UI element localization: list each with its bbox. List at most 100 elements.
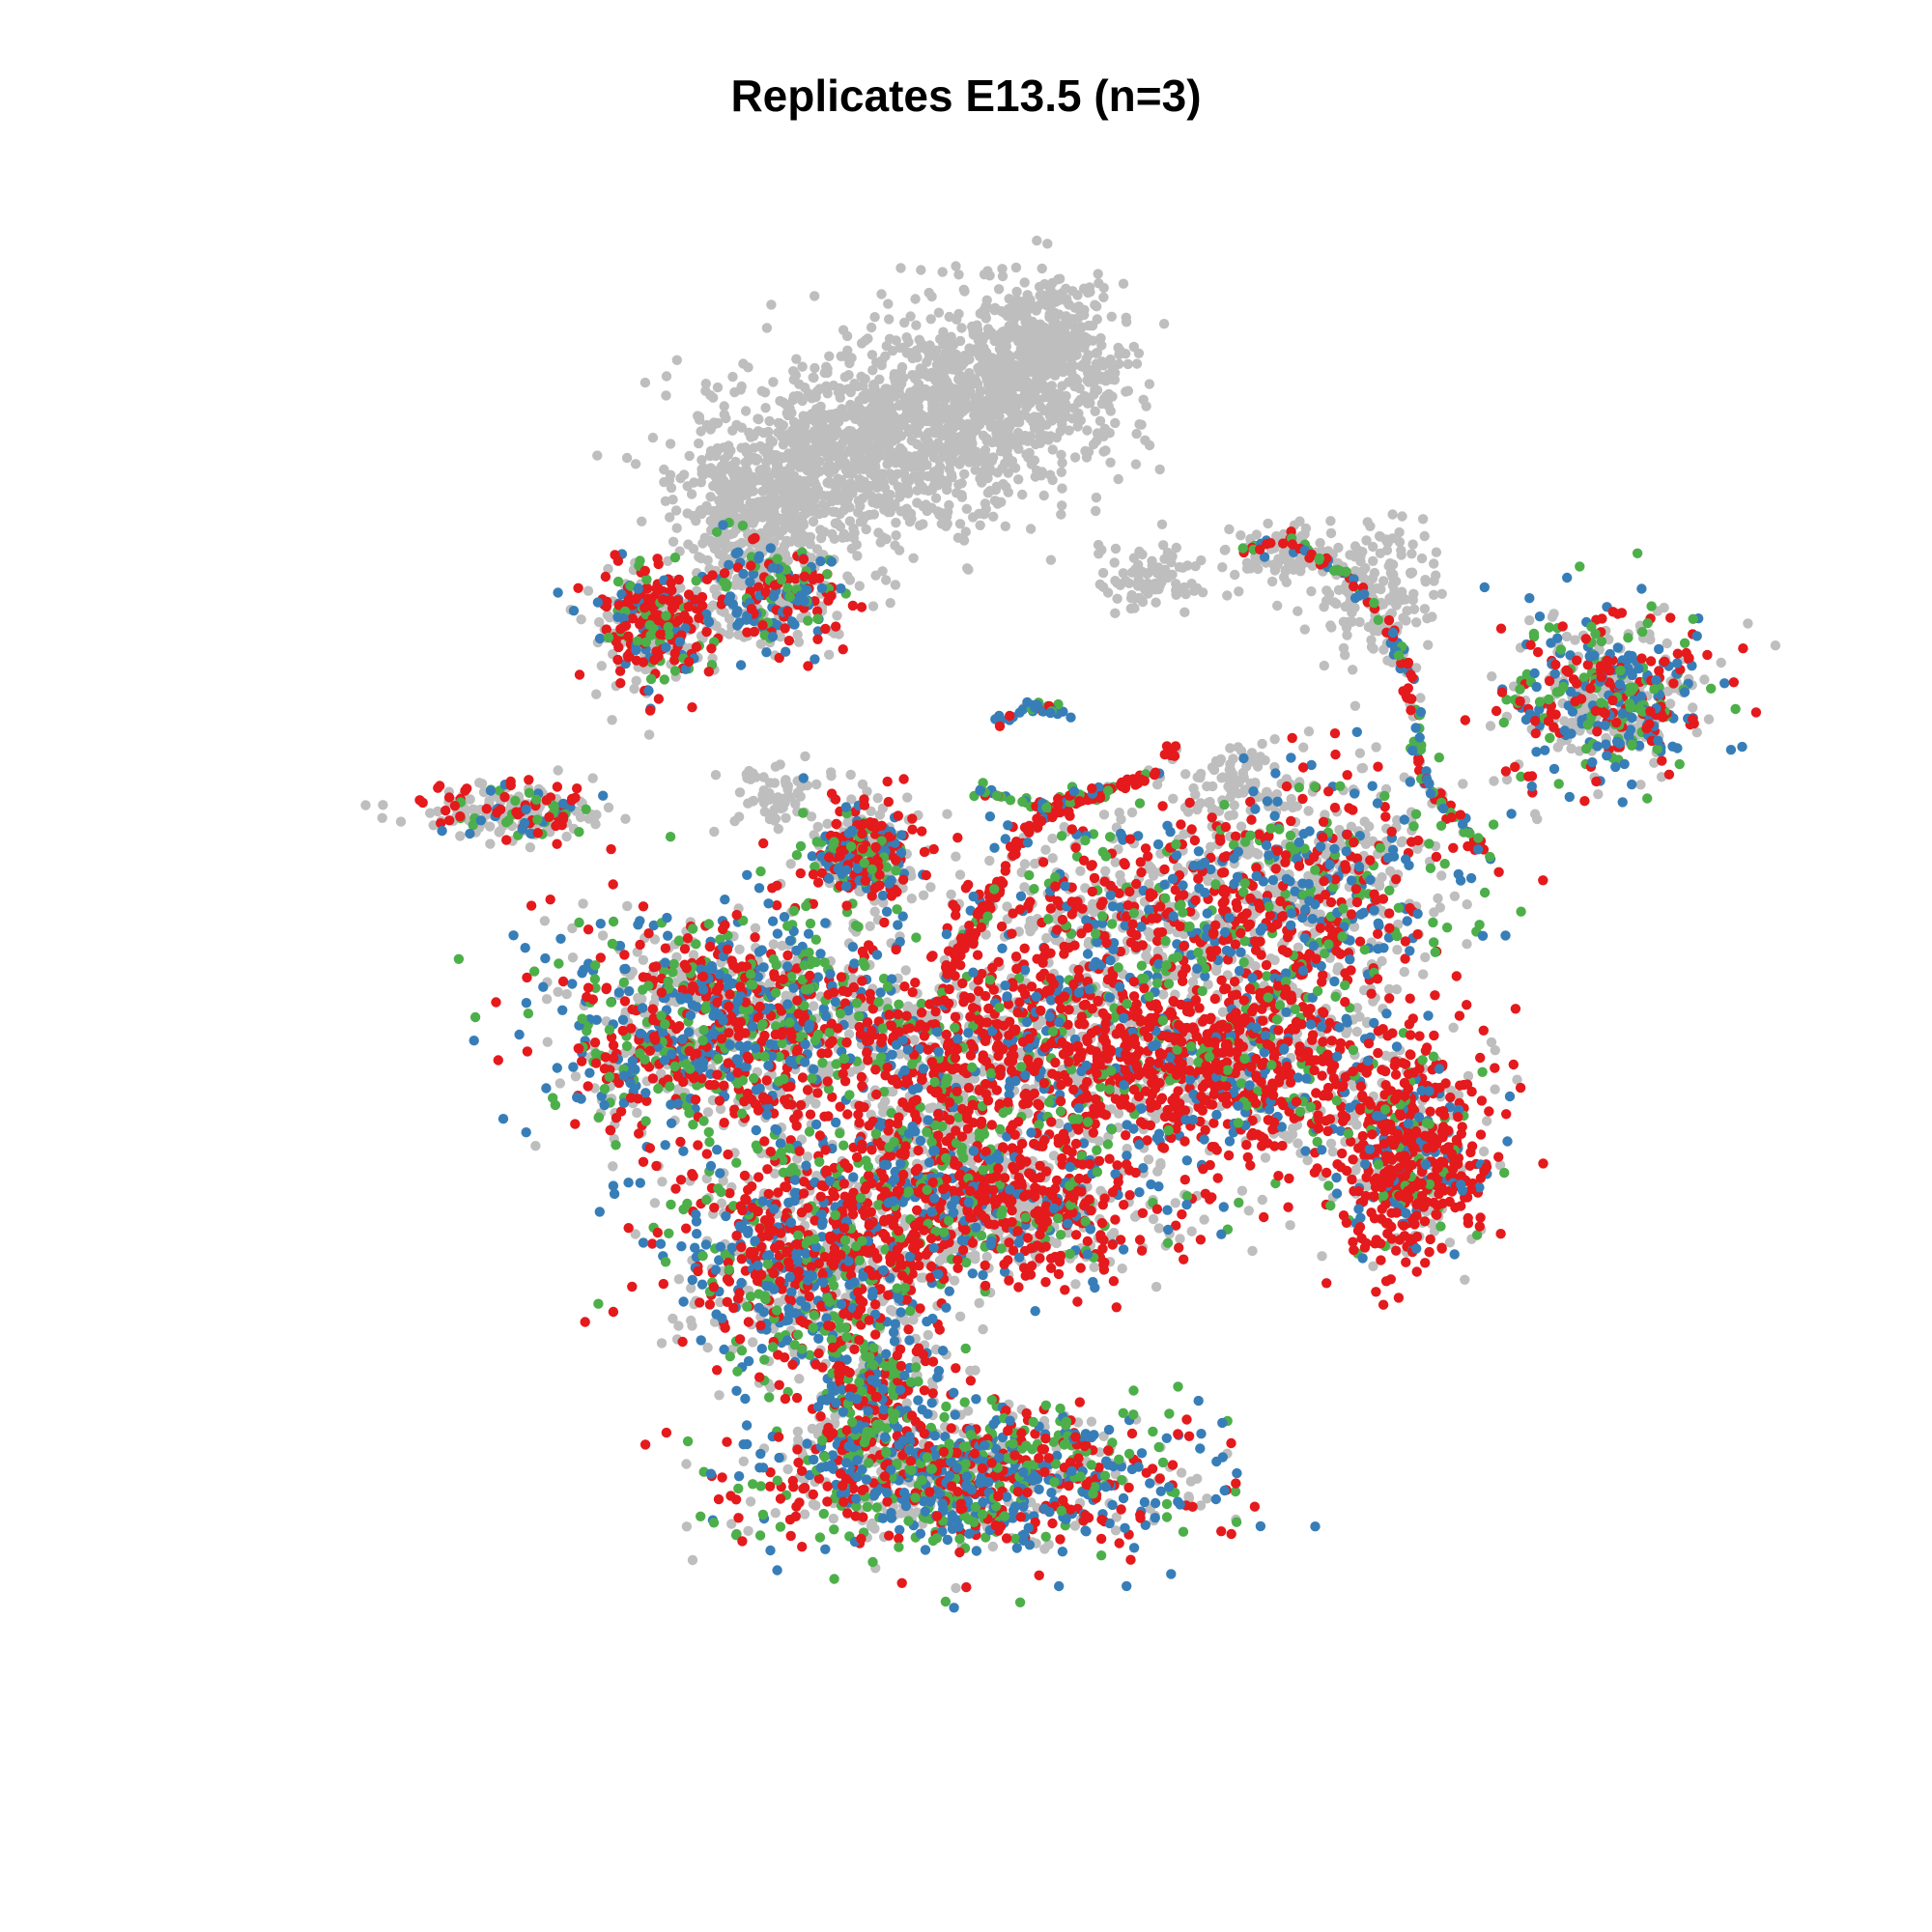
background-cell-point [907, 390, 918, 401]
background-cell-point [810, 415, 820, 427]
background-cell-point [620, 813, 631, 824]
background-cell-point [1396, 545, 1406, 555]
background-cell-point [1096, 356, 1107, 367]
background-cell-point [1168, 793, 1179, 804]
background-cell-point [590, 819, 601, 830]
background-cell-point [1154, 464, 1165, 475]
background-cell-point [708, 505, 719, 517]
background-cell-point [1097, 567, 1109, 579]
background-cell-point [894, 400, 904, 412]
background-cell-point [843, 493, 854, 503]
background-cell-point [1122, 358, 1133, 370]
background-cell-point [591, 810, 602, 820]
background-cell-point [1067, 286, 1078, 297]
background-cell-point [1407, 539, 1418, 550]
background-cell-point [1524, 615, 1535, 626]
background-cell-point [788, 366, 799, 377]
background-cell-point [1387, 509, 1398, 520]
background-cell-point [637, 516, 647, 526]
background-cell-point [561, 988, 572, 1000]
background-cell-point [822, 818, 833, 829]
background-cell-point [1037, 263, 1047, 274]
background-cell-point [846, 353, 857, 363]
background-cell-point [910, 458, 921, 469]
background-cell-point [867, 391, 878, 402]
background-cell-point [838, 528, 849, 539]
background-cell-point [982, 266, 993, 276]
background-cell-point [734, 944, 745, 954]
background-cell-point [1366, 635, 1377, 645]
background-cell-point [832, 611, 842, 621]
background-cell-point [763, 485, 774, 496]
background-cell-point [1027, 327, 1038, 339]
background-cell-point [1419, 604, 1431, 614]
background-cell-point [1306, 586, 1317, 597]
background-cell-point [525, 842, 536, 853]
background-cell-point [1174, 561, 1185, 573]
background-cell-point [576, 614, 586, 625]
background-cell-point [637, 994, 647, 1005]
background-cell-point [733, 629, 744, 640]
background-cell-point [997, 264, 1008, 274]
background-cell-point [1350, 552, 1360, 562]
background-cell-point [894, 545, 905, 555]
background-cell-point [944, 499, 954, 511]
background-cell-point [993, 284, 1005, 295]
background-cell-point [942, 519, 952, 529]
background-cell-point [1659, 602, 1669, 613]
background-cell-point [1118, 568, 1129, 579]
background-cell-point [1302, 1155, 1313, 1166]
background-cell-point [1257, 738, 1267, 750]
background-cell-point [852, 551, 863, 561]
background-cell-point [880, 417, 891, 429]
background-cell-point [773, 823, 783, 835]
background-cell-point [851, 539, 862, 551]
background-cell-point [972, 455, 982, 466]
background-cell-point [867, 601, 879, 611]
background-cell-point [956, 478, 967, 489]
background-cell-point [1260, 754, 1270, 766]
background-cell-point [760, 403, 771, 413]
background-cell-point [1323, 588, 1335, 600]
background-cell-point [791, 354, 802, 364]
background-cell-point [1303, 726, 1315, 737]
background-cell-point [998, 478, 1009, 490]
background-cell-point [1216, 773, 1227, 783]
background-cell-point [906, 894, 917, 904]
background-cell-point [591, 689, 602, 699]
background-cell-point [1481, 1116, 1492, 1126]
background-cell-point [1205, 796, 1215, 808]
background-cell-point [1238, 772, 1249, 783]
background-cell-point [842, 571, 853, 582]
background-cell-point [1030, 858, 1040, 869]
background-cell-point [694, 438, 704, 449]
background-cell-point [1460, 1274, 1470, 1286]
background-cell-point [1031, 305, 1042, 316]
background-cell-point [843, 461, 854, 471]
background-cell-point [950, 399, 960, 410]
background-cell-point [1019, 277, 1030, 288]
background-cell-point [378, 800, 388, 810]
background-cell-point [912, 414, 923, 426]
background-cell-point [747, 473, 758, 484]
background-cell-point [815, 525, 826, 535]
background-cell-point [876, 289, 887, 299]
background-cell-point [1260, 1152, 1271, 1163]
background-cell-point [1242, 849, 1254, 860]
background-cell-point [708, 392, 719, 403]
background-cell-point [597, 930, 609, 941]
background-cell-point [835, 392, 845, 403]
background-cell-point [1420, 575, 1431, 585]
background-cell-point [1049, 289, 1060, 299]
background-cell-point [1094, 1136, 1105, 1147]
background-cell-point [689, 477, 699, 488]
background-cell-point [647, 432, 659, 443]
background-cell-point [621, 452, 633, 464]
background-cell-point [1121, 349, 1131, 359]
background-cell-point [1126, 807, 1138, 818]
background-cell-point [1055, 426, 1065, 437]
background-cell-point [1025, 926, 1036, 937]
background-cell-point [958, 389, 969, 400]
background-cell-point [781, 775, 791, 785]
background-cell-point [984, 855, 995, 867]
